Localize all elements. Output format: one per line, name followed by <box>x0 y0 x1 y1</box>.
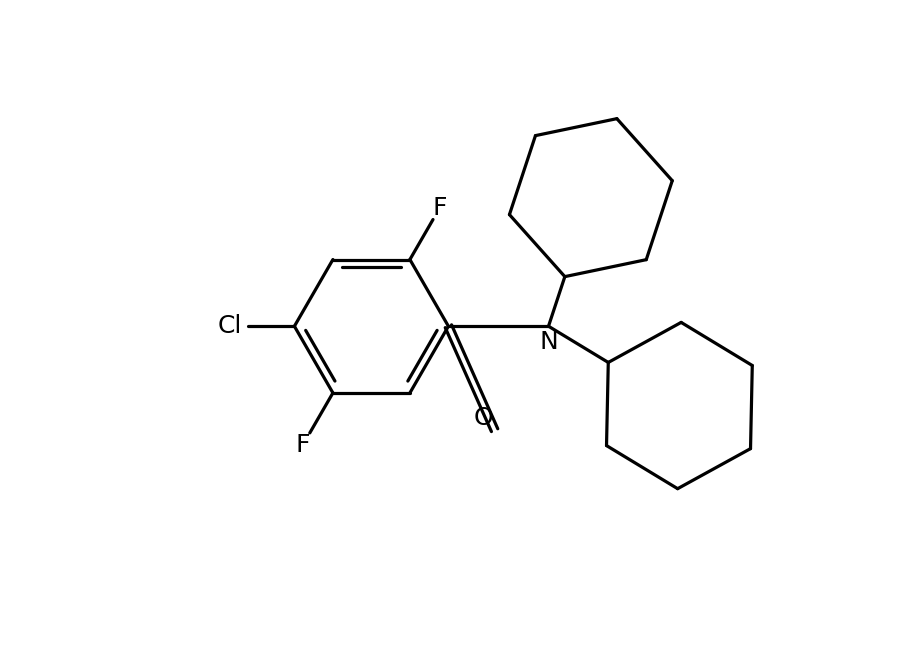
Text: Cl: Cl <box>217 314 242 339</box>
Text: O: O <box>473 406 494 430</box>
Text: F: F <box>295 433 310 457</box>
Text: N: N <box>539 329 557 353</box>
Text: F: F <box>432 196 447 220</box>
